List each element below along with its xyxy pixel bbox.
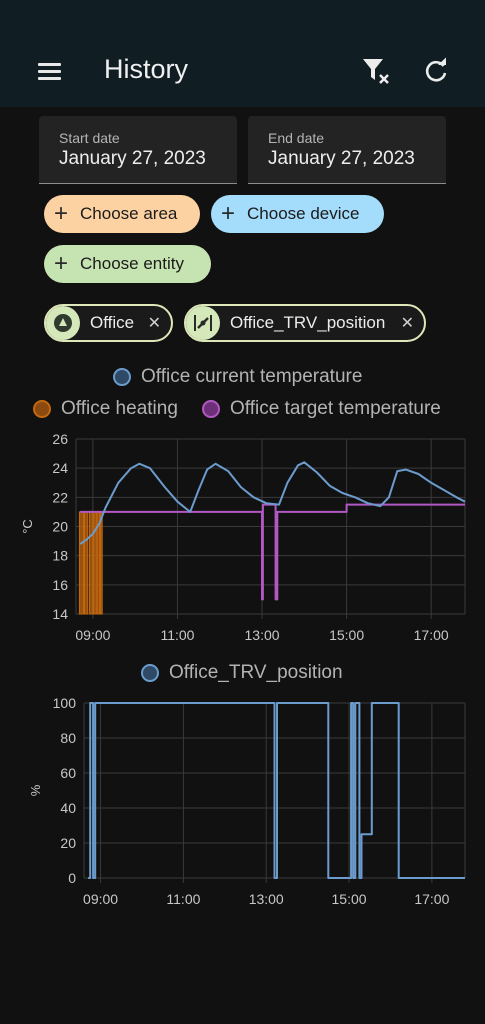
choose-device-label: Choose device [247,204,360,223]
y-axis-title: % [28,784,43,796]
legend-swatch [33,400,51,418]
y-tick-label: 24 [52,460,68,476]
trv-position-line [88,702,465,879]
y-tick-label: 26 [52,431,68,447]
start-date-label: Start date [59,130,120,146]
choose-area-label: Choose area [80,204,178,223]
remove-icon[interactable]: ✕ [400,315,414,332]
legend-swatch [113,368,131,386]
legend-trv-position[interactable]: Office_TRV_position [141,662,343,684]
y-tick-label: 60 [60,765,76,781]
y-tick-label: 18 [52,548,68,564]
legend-label: Office current temperature [141,366,363,387]
legend-target-temperature[interactable]: Office target temperature [202,398,441,420]
plus-icon: + [221,200,236,227]
selected-chip-trv[interactable]: Office_TRV_position ✕ [184,304,426,342]
menu-icon[interactable] [28,59,70,87]
page-title: History [104,54,189,84]
selected-chip-label: Office_TRV_position [230,313,386,332]
refresh-icon[interactable] [420,56,452,88]
end-date-value: January 27, 2023 [268,148,415,169]
legend-label: Office_TRV_position [169,662,343,683]
plus-icon: + [54,250,69,277]
y-tick-label: 16 [52,577,68,593]
valve-icon [186,306,220,340]
x-tick-label: 13:00 [249,891,284,907]
temperature-chart: 14 16 18 20 22 24 26 09:00 11:00 13:00 15:00 17:00 °… [20,431,466,643]
choose-area-button[interactable]: + Choose area [44,195,200,233]
heating-bar [89,511,94,615]
y-tick-label: 100 [53,695,77,711]
x-tick-label: 11:00 [166,891,200,907]
remove-icon[interactable]: ✕ [147,315,161,332]
selected-chip-label: Office [90,313,135,332]
y-tick-label: 80 [60,730,76,746]
x-tick-label: 15:00 [329,627,364,643]
heating-bar [83,511,89,615]
y-tick-label: 20 [60,835,76,851]
selected-chip-office[interactable]: Office ✕ [44,304,173,342]
trv-position-chart: 0 20 40 60 80 100 09:00 11:00 13:00 15:00 17:00% [28,695,466,907]
end-date-label: End date [268,130,325,146]
x-tick-label: 11:00 [160,627,194,643]
x-tick-label: 17:00 [414,627,449,643]
x-tick-label: 15:00 [332,891,367,907]
app-bar: History [0,36,485,107]
heating-bar [78,511,85,615]
y-axis-title: °C [20,519,35,534]
y-tick-label: 40 [60,800,76,816]
legend-swatch [141,664,159,682]
x-tick-label: 17:00 [414,891,449,907]
legend-swatch [202,400,220,418]
choose-device-button[interactable]: + Choose device [211,195,384,233]
choose-entity-button[interactable]: + Choose entity [44,245,211,283]
legend-heating[interactable]: Office heating [33,398,178,420]
start-date-value: January 27, 2023 [59,148,206,169]
legend-label: Office heating [61,398,178,419]
current-temperature-line [79,461,466,545]
status-bar [0,0,485,36]
legend-label: Office target temperature [230,398,441,419]
choose-entity-label: Choose entity [80,254,184,273]
y-tick-label: 14 [52,606,68,622]
x-tick-label: 09:00 [83,891,118,907]
y-tick-label: 22 [52,489,68,505]
target-temperature-line [80,503,465,601]
start-date-field[interactable]: Start date January 27, 2023 [39,116,237,184]
y-tick-label: 0 [68,870,76,886]
x-tick-label: 13:00 [245,627,280,643]
y-tick-label: 20 [52,519,68,535]
x-tick-label: 09:00 [75,627,110,643]
end-date-field[interactable]: End date January 27, 2023 [248,116,446,184]
legend-current-temperature[interactable]: Office current temperature [113,366,362,388]
plus-icon: + [54,200,69,227]
clear-filter-icon[interactable] [358,56,394,88]
area-icon [46,306,80,340]
heating-bar [100,511,103,615]
